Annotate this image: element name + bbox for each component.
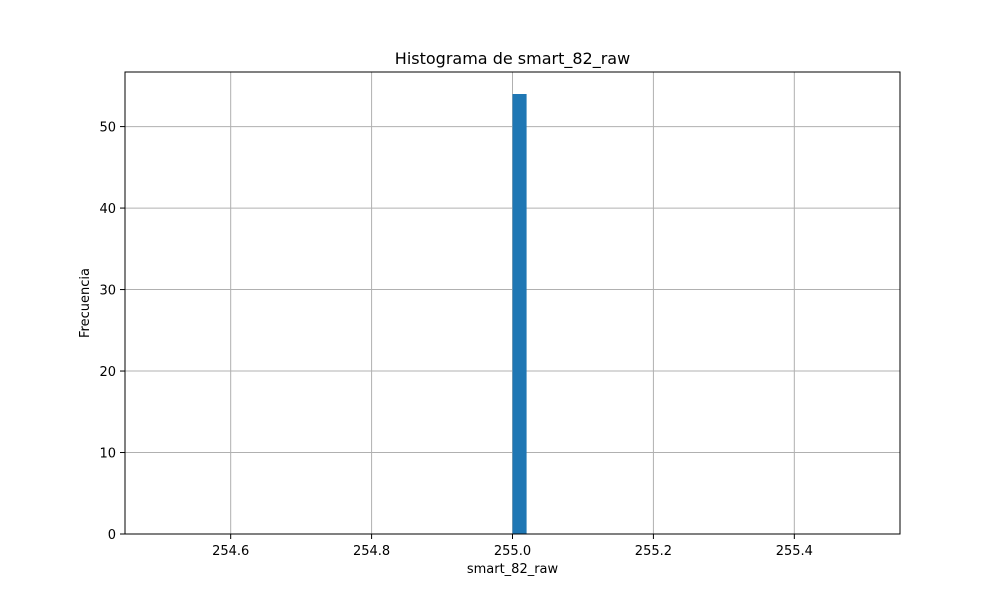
x-tick-label: 255.4 [776,544,813,559]
x-tick-label: 255.2 [635,544,672,559]
y-tick-label: 50 [99,121,116,136]
histogram-bars [512,94,527,534]
x-tick-label: 254.6 [212,544,249,559]
x-tick-label: 254.8 [353,544,390,559]
y-tick-label: 40 [99,202,116,217]
x-tick-label: 255.0 [494,544,531,559]
y-tick-label: 10 [99,447,116,462]
chart-title: Histograma de smart_82_raw [395,49,630,69]
y-axis-label: Frecuencia [78,268,93,338]
y-axis-ticks: 0 10 20 30 40 50 [99,121,125,543]
y-tick-label: 30 [99,284,116,299]
histogram-bar [512,94,527,534]
x-axis-label: smart_82_raw [467,562,559,577]
y-tick-label: 20 [99,365,116,380]
x-axis-ticks: 254.6 254.8 255.0 255.2 255.4 [212,534,813,559]
y-tick-label: 0 [108,528,116,543]
